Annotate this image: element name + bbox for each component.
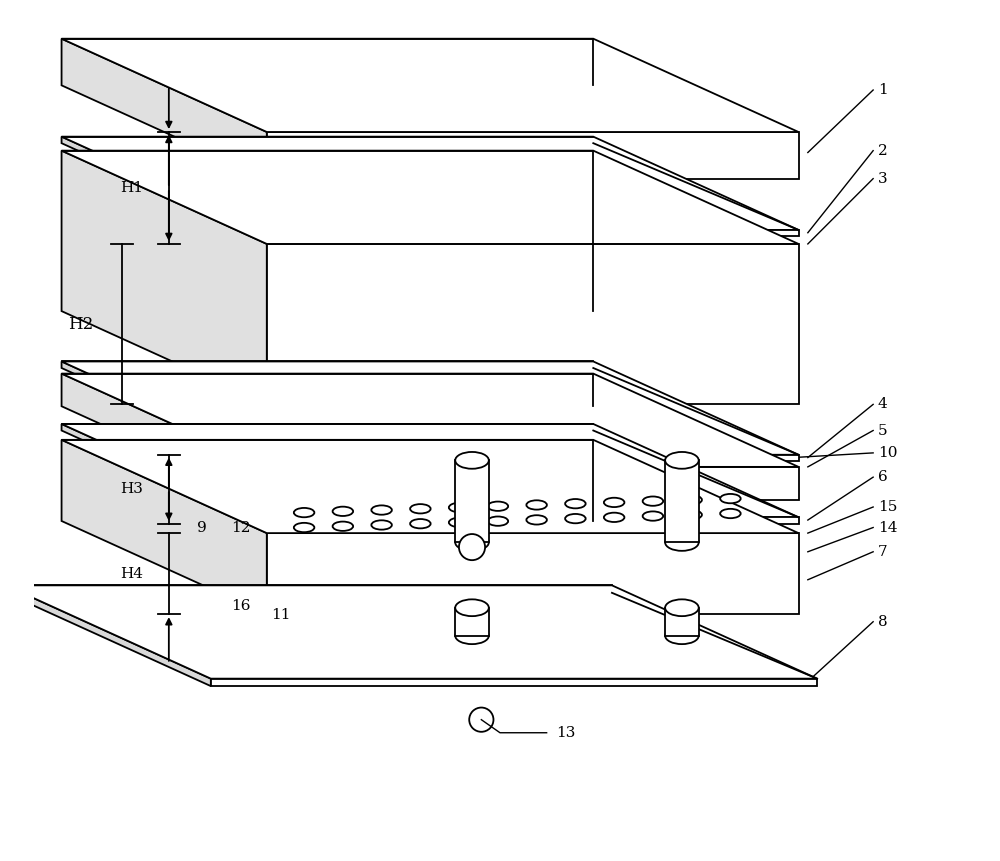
Text: 6: 6 [878,470,888,484]
Ellipse shape [643,511,663,521]
Polygon shape [267,244,799,405]
Ellipse shape [410,504,431,513]
Ellipse shape [455,452,489,468]
Ellipse shape [526,500,547,510]
Ellipse shape [488,502,508,511]
Text: H4: H4 [120,567,143,581]
Ellipse shape [371,505,392,515]
Polygon shape [6,585,817,678]
Polygon shape [267,517,799,523]
Ellipse shape [455,628,489,644]
Polygon shape [62,374,267,499]
Ellipse shape [604,512,624,522]
Ellipse shape [681,495,702,505]
Text: 9: 9 [197,522,207,536]
Text: 13: 13 [556,726,575,740]
Polygon shape [267,533,799,614]
Text: 2: 2 [878,144,888,158]
Circle shape [459,534,485,561]
Polygon shape [267,455,799,461]
Polygon shape [62,137,267,237]
Text: 16: 16 [231,599,251,613]
Ellipse shape [410,519,431,529]
Polygon shape [455,461,489,542]
Ellipse shape [665,452,699,468]
Polygon shape [211,678,817,686]
Circle shape [469,708,493,732]
Ellipse shape [371,520,392,530]
Ellipse shape [488,517,508,526]
Ellipse shape [604,498,624,507]
Text: 10: 10 [878,446,897,460]
Text: 4: 4 [878,398,888,412]
Ellipse shape [643,497,663,505]
Text: 1: 1 [878,83,888,97]
Ellipse shape [565,514,586,523]
Text: 7: 7 [878,545,887,559]
Text: 8: 8 [878,615,887,629]
Polygon shape [62,362,799,455]
Polygon shape [62,39,267,178]
Polygon shape [6,585,211,686]
Polygon shape [62,374,799,467]
Ellipse shape [449,517,469,527]
Polygon shape [62,440,799,533]
Text: 14: 14 [878,521,897,535]
Ellipse shape [665,628,699,644]
Polygon shape [267,132,799,178]
Polygon shape [62,424,267,523]
Polygon shape [665,608,699,635]
Ellipse shape [294,508,314,517]
Ellipse shape [449,503,469,512]
Ellipse shape [455,534,489,551]
Polygon shape [62,362,267,461]
Ellipse shape [333,522,353,531]
Polygon shape [267,467,799,499]
Polygon shape [62,39,799,132]
Text: 15: 15 [878,500,897,514]
Ellipse shape [455,599,489,616]
Text: H2: H2 [68,316,93,332]
Polygon shape [62,440,267,614]
Ellipse shape [294,523,314,532]
Text: 5: 5 [878,424,887,437]
Ellipse shape [681,510,702,519]
Ellipse shape [720,494,741,504]
Text: 11: 11 [271,608,291,623]
Ellipse shape [526,515,547,524]
Ellipse shape [333,506,353,516]
Text: H3: H3 [120,482,143,496]
Polygon shape [665,461,699,542]
Polygon shape [267,230,799,237]
Polygon shape [62,151,267,405]
Text: 3: 3 [878,171,887,186]
Ellipse shape [665,599,699,616]
Text: H1: H1 [120,181,143,195]
Polygon shape [62,424,799,517]
Ellipse shape [720,509,741,518]
Text: 12: 12 [231,522,251,536]
Polygon shape [455,608,489,635]
Ellipse shape [565,499,586,508]
Polygon shape [62,137,799,230]
Polygon shape [62,151,799,244]
Ellipse shape [665,534,699,551]
